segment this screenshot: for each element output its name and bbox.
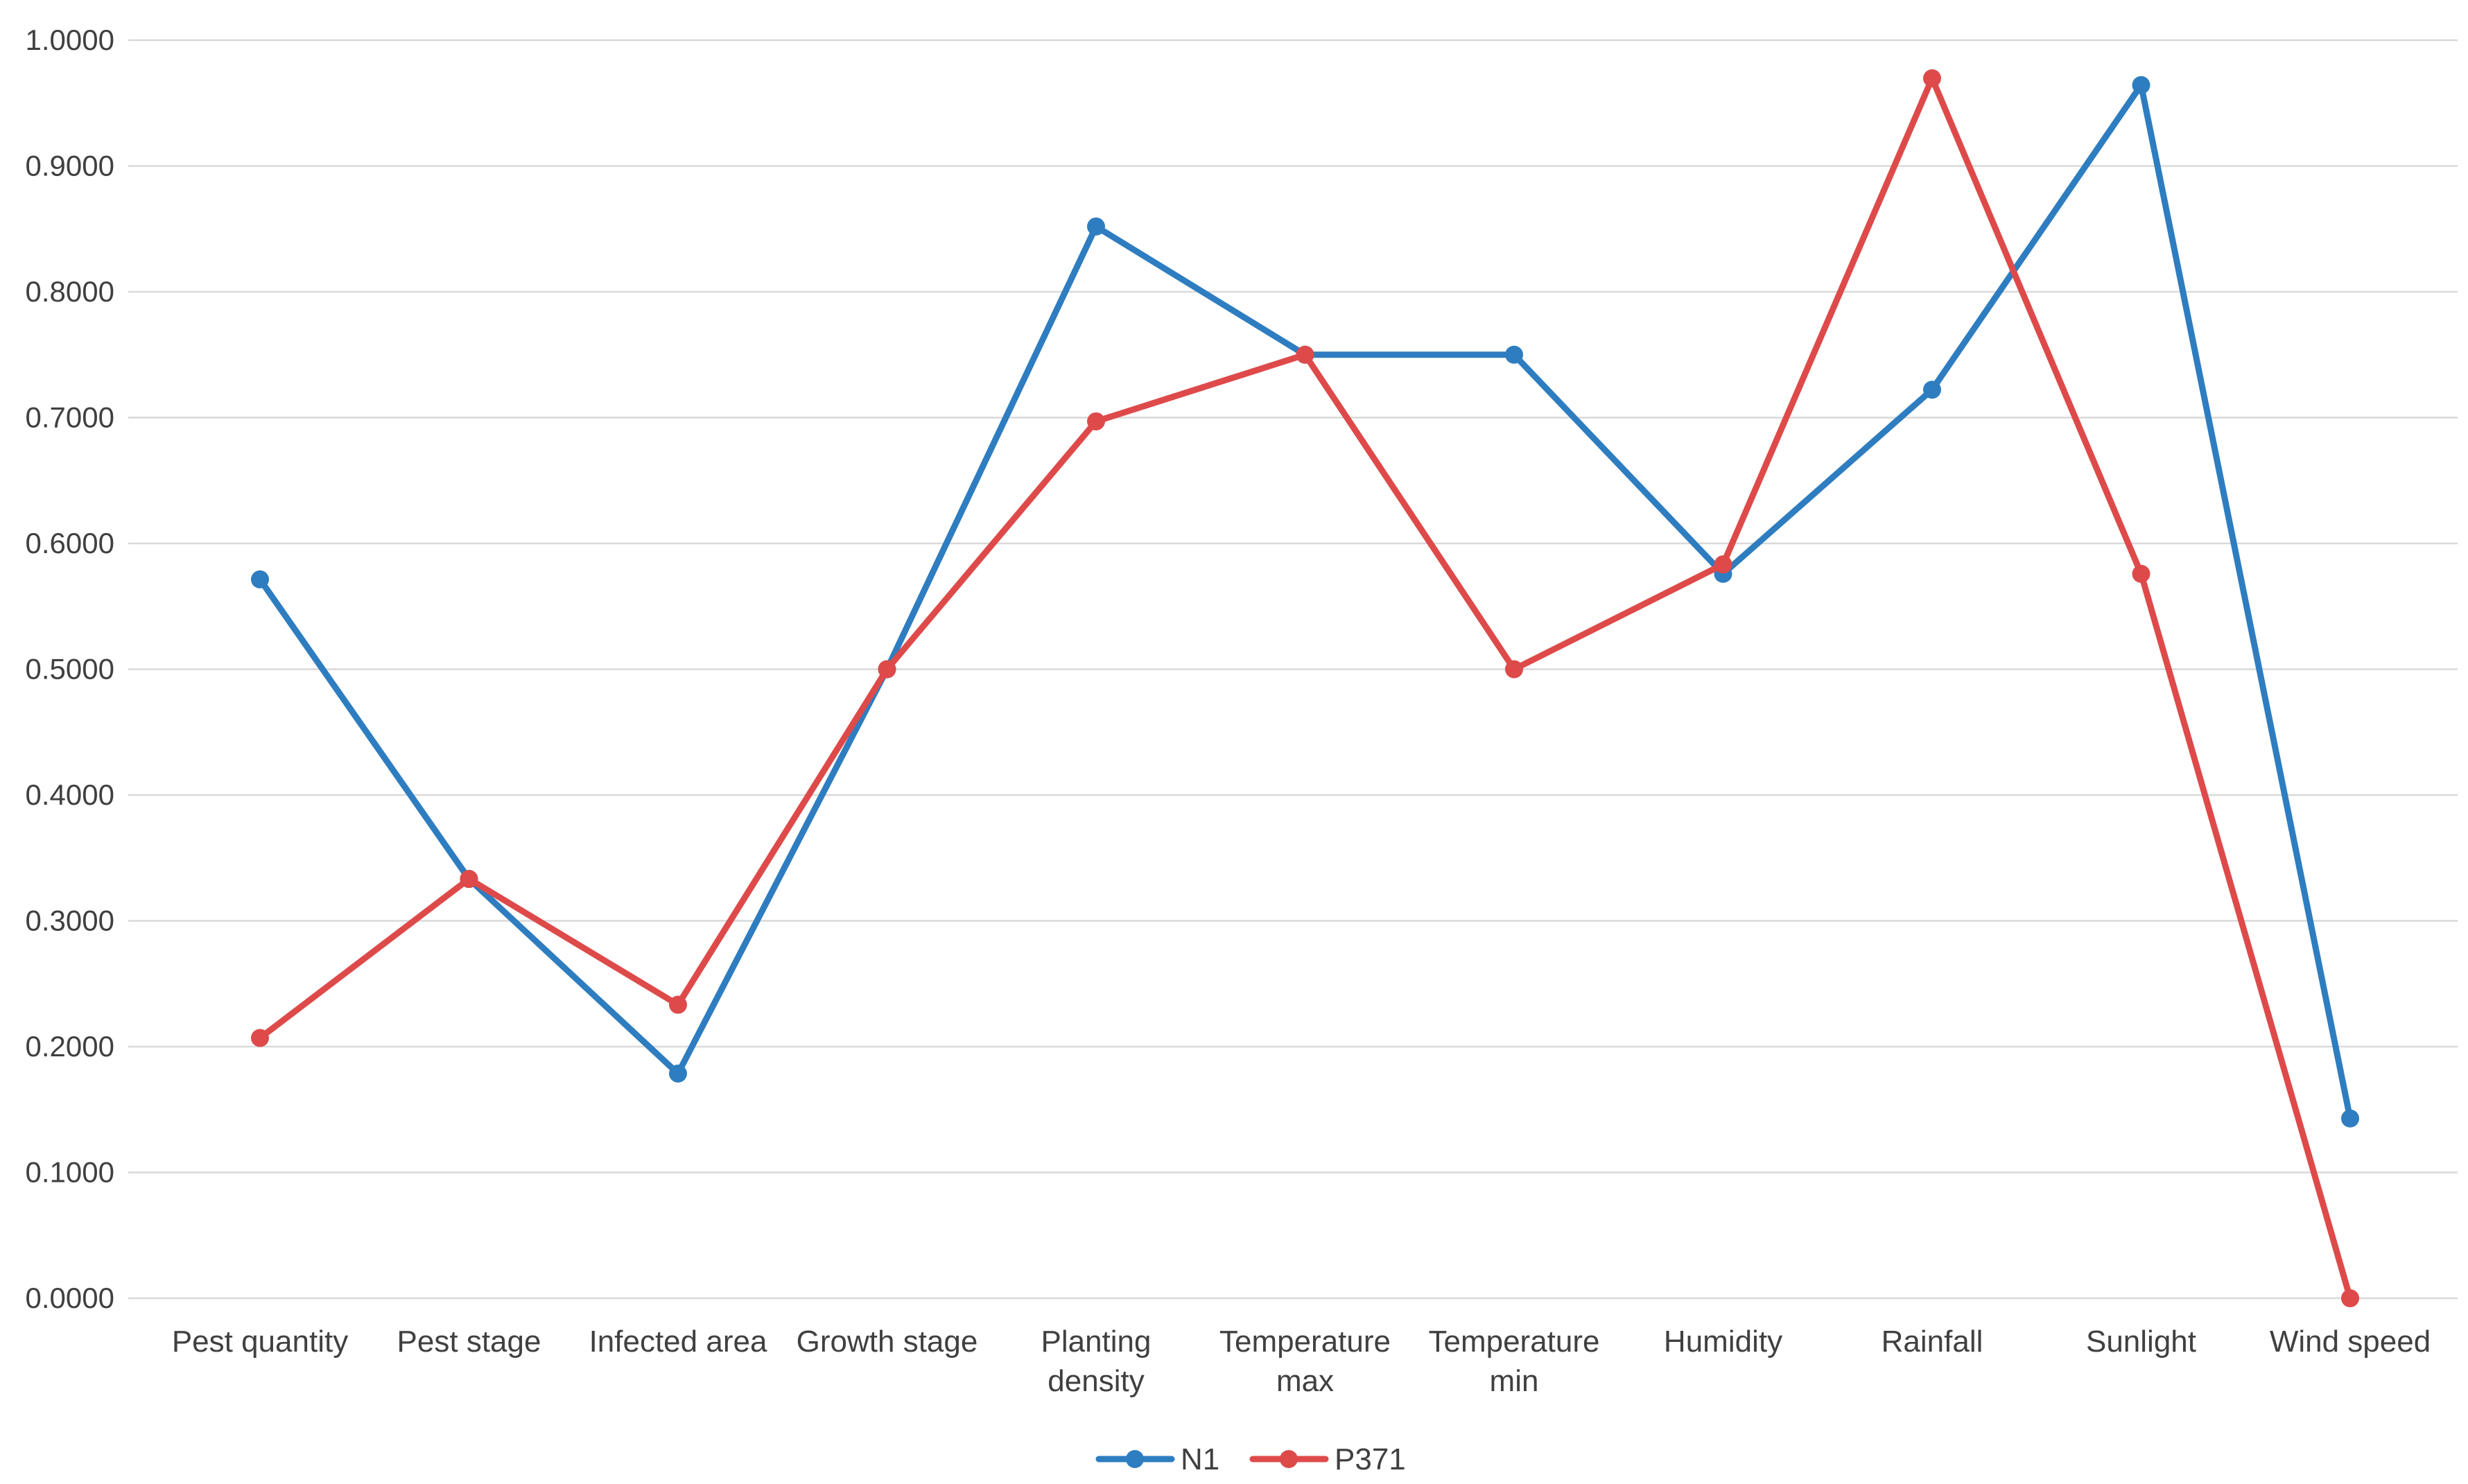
gridlines — [128, 39, 2458, 1300]
x-category-label: Sunlight — [2086, 1325, 2196, 1359]
y-tick-label: 0.5000 — [26, 653, 114, 686]
data-point — [1296, 345, 1314, 364]
x-category-label: Wind speed — [2270, 1325, 2431, 1359]
x-category-label: Rainfall — [1882, 1325, 1983, 1359]
y-axis-tick-labels: 0.0000 0.1000 0.2000 0.3000 0.4000 0.5000 0.60… — [26, 24, 114, 1314]
x-category-label: Humidity — [1664, 1325, 1782, 1359]
y-tick-label: 0.2000 — [26, 1030, 114, 1063]
x-axis-category-labels: Pest quantity Pest stage Infected area Grow… — [172, 1325, 2431, 1398]
x-category-label: Temperature max — [1219, 1325, 1391, 1398]
y-tick-label: 0.7000 — [26, 401, 114, 434]
x-category-label: Pest quantity — [172, 1325, 348, 1359]
series-n1 — [251, 76, 2359, 1128]
y-tick-label: 0.9000 — [26, 150, 114, 182]
legend-item-n1: N1 — [1095, 1442, 1219, 1476]
y-tick-label: 0.1000 — [26, 1156, 114, 1189]
legend: N1 P371 — [1095, 1442, 1406, 1476]
data-point — [2341, 1109, 2359, 1128]
data-point — [251, 570, 269, 588]
y-tick-label: 0.0000 — [26, 1282, 114, 1314]
data-point — [2341, 1289, 2359, 1307]
data-point — [1505, 345, 1523, 364]
data-point — [1923, 69, 1941, 87]
data-point — [1087, 217, 1105, 236]
series-line — [257, 82, 2354, 1122]
x-category-label: Growth stage — [797, 1325, 978, 1359]
data-point — [2132, 76, 2150, 94]
data-point — [878, 660, 896, 679]
x-category-label: Pest stage — [397, 1325, 541, 1359]
y-tick-label: 0.4000 — [26, 778, 114, 811]
series-line — [257, 75, 2354, 1302]
series-lines — [251, 69, 2359, 1307]
data-point — [1087, 412, 1105, 430]
data-point — [1714, 555, 1732, 574]
data-point — [2132, 564, 2150, 583]
data-point — [460, 870, 478, 889]
y-tick-label: 0.8000 — [26, 275, 114, 308]
y-tick-label: 0.6000 — [26, 527, 114, 559]
data-point — [1923, 381, 1941, 399]
x-category-label: Planting density — [1041, 1325, 1151, 1398]
x-category-label: Temperature min — [1428, 1325, 1599, 1398]
y-tick-label: 0.3000 — [26, 905, 114, 937]
legend-label: P371 — [1335, 1442, 1406, 1476]
legend-item-p371: P371 — [1249, 1442, 1406, 1476]
y-tick-label: 1.0000 — [26, 24, 114, 56]
legend-label: N1 — [1181, 1442, 1219, 1476]
x-category-label: Infected area — [589, 1325, 767, 1359]
data-point — [251, 1029, 269, 1047]
data-point — [669, 1064, 687, 1083]
data-point — [1505, 660, 1523, 679]
series-p371 — [251, 69, 2359, 1307]
legend-swatch-marker — [1126, 1450, 1144, 1468]
data-point — [669, 995, 687, 1014]
legend-swatch-marker — [1280, 1450, 1298, 1468]
